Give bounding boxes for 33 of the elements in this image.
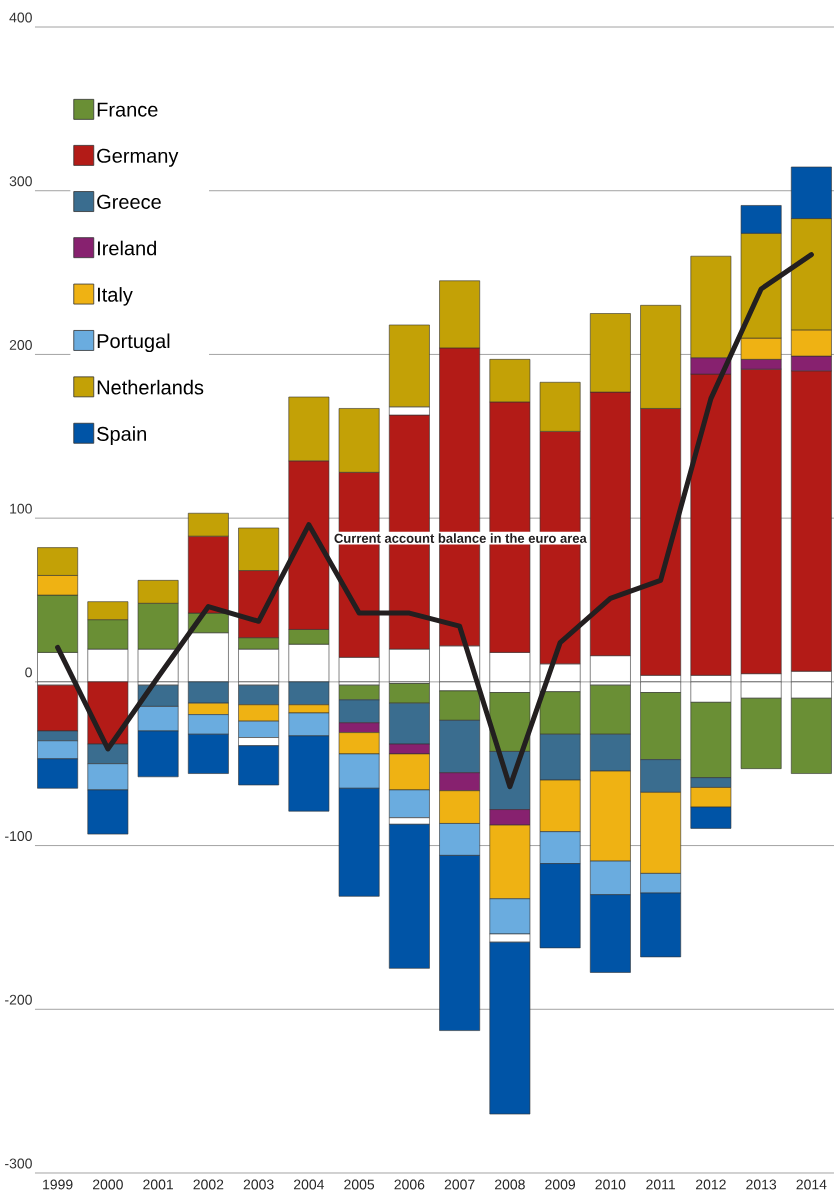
y-tick-label: -300 <box>5 1158 32 1169</box>
x-tick-label: 2007 <box>444 1179 475 1190</box>
x-tick-label: 2005 <box>344 1179 375 1190</box>
x-tick-label: 2013 <box>746 1179 777 1190</box>
legend-label: France <box>97 102 158 117</box>
x-tick-label: 2009 <box>545 1179 576 1190</box>
x-tick-label: 2002 <box>193 1179 224 1190</box>
y-tick-label: -100 <box>5 831 32 842</box>
x-tick-label: 2000 <box>93 1179 123 1190</box>
x-tick-label: 2011 <box>646 1179 675 1190</box>
x-tick-label: 2010 <box>595 1179 626 1190</box>
x-tick-label: 2004 <box>294 1179 325 1190</box>
x-tick-label: 2008 <box>495 1179 525 1190</box>
series-label: Current account balance in the euro area <box>334 533 587 543</box>
legend-label: Netherlands <box>97 379 204 395</box>
x-tick-label: 2001 <box>143 1179 173 1190</box>
y-tick-label: -200 <box>5 994 32 1005</box>
x-tick-label: 2003 <box>243 1179 274 1190</box>
legend-label: Ireland <box>98 240 157 256</box>
x-tick-label: 2006 <box>394 1179 425 1190</box>
y-tick-label: 300 <box>9 176 32 187</box>
y-tick-label: 400 <box>9 12 32 23</box>
legend-label: Germany <box>97 148 179 167</box>
x-tick-label: 2012 <box>696 1179 726 1190</box>
x-tick-label: 2014 <box>796 1179 827 1190</box>
legend-label: Spain <box>97 426 146 445</box>
legend-label: Italy <box>98 287 133 306</box>
legend-label: Portugal <box>97 333 170 353</box>
y-tick-label: 200 <box>9 339 32 350</box>
x-tick-label: 1999 <box>43 1179 73 1190</box>
y-tick-label: 0 <box>25 667 32 678</box>
y-tick-label: 100 <box>10 503 32 514</box>
legend-label: Greece <box>97 194 161 209</box>
